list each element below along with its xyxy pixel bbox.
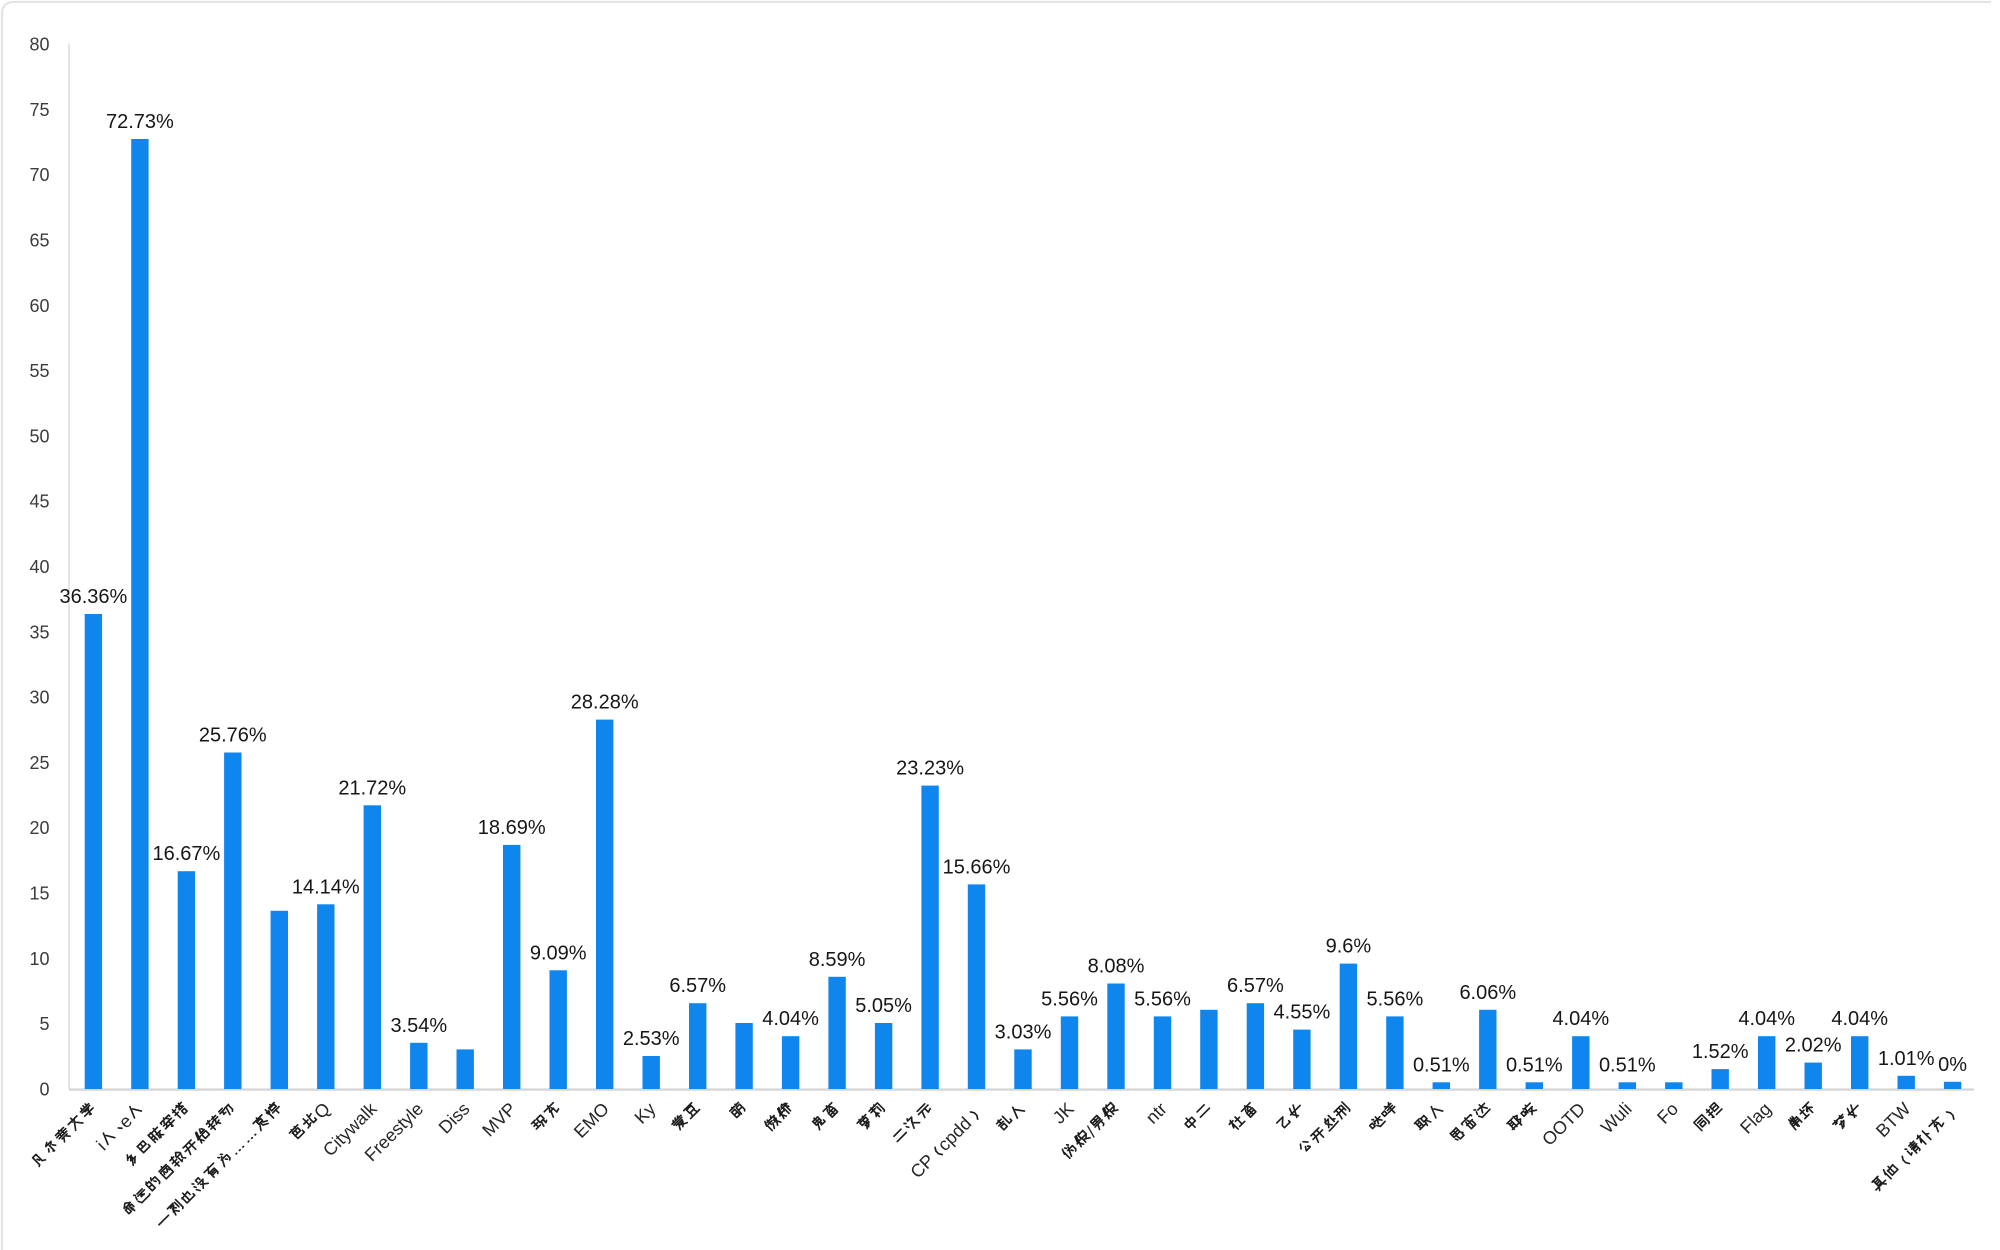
svg-text:4.04%: 4.04%	[762, 1008, 819, 1030]
svg-text:35: 35	[29, 622, 49, 642]
svg-text:4.04%: 4.04%	[1738, 1008, 1795, 1030]
svg-text:4.04%: 4.04%	[1552, 1008, 1609, 1030]
svg-text:60: 60	[29, 296, 49, 316]
svg-text:10: 10	[29, 949, 49, 969]
svg-text:4.04%: 4.04%	[1831, 1008, 1888, 1030]
svg-text:25.76%: 25.76%	[199, 725, 267, 747]
svg-text:55: 55	[29, 361, 49, 381]
svg-text:9.6%: 9.6%	[1326, 936, 1372, 958]
svg-text:50: 50	[29, 426, 49, 446]
svg-text:5.56%: 5.56%	[1134, 988, 1191, 1010]
svg-text:45: 45	[29, 492, 49, 512]
svg-text:15: 15	[29, 884, 49, 904]
svg-text:18.69%: 18.69%	[478, 817, 546, 839]
svg-text:75: 75	[29, 100, 49, 120]
svg-text:5.56%: 5.56%	[1367, 988, 1424, 1010]
svg-text:4.55%: 4.55%	[1274, 1002, 1331, 1024]
svg-text:28.28%: 28.28%	[571, 692, 639, 714]
svg-text:0.51%: 0.51%	[1599, 1054, 1656, 1076]
svg-text:2.02%: 2.02%	[1785, 1035, 1842, 1057]
svg-text:0: 0	[39, 1080, 49, 1100]
svg-text:25: 25	[29, 753, 49, 773]
svg-text:5.05%: 5.05%	[855, 995, 912, 1017]
svg-text:6.06%: 6.06%	[1459, 982, 1516, 1004]
svg-text:0.51%: 0.51%	[1506, 1054, 1563, 1076]
svg-text:5: 5	[39, 1014, 49, 1034]
svg-text:20: 20	[29, 818, 49, 838]
svg-text:65: 65	[29, 230, 49, 250]
svg-text:2.53%: 2.53%	[623, 1028, 680, 1050]
svg-text:21.72%: 21.72%	[338, 777, 406, 799]
svg-text:23.23%: 23.23%	[896, 758, 964, 780]
svg-text:0.51%: 0.51%	[1413, 1054, 1470, 1076]
svg-text:40: 40	[29, 557, 49, 577]
svg-text:14.14%: 14.14%	[292, 876, 360, 898]
svg-text:16.67%: 16.67%	[152, 843, 220, 865]
svg-text:6.57%: 6.57%	[1227, 975, 1284, 997]
svg-text:36.36%: 36.36%	[59, 586, 127, 608]
svg-text:0%: 0%	[1938, 1054, 1967, 1076]
svg-text:30: 30	[29, 688, 49, 708]
svg-text:1.52%: 1.52%	[1692, 1041, 1749, 1063]
svg-text:6.57%: 6.57%	[669, 975, 726, 997]
svg-text:3.54%: 3.54%	[390, 1015, 447, 1037]
svg-text:8.08%: 8.08%	[1088, 956, 1145, 978]
svg-text:15.66%: 15.66%	[943, 856, 1011, 878]
svg-text:80: 80	[29, 35, 49, 55]
svg-text:1.01%: 1.01%	[1878, 1048, 1935, 1070]
svg-text:5.56%: 5.56%	[1041, 988, 1098, 1010]
svg-text:9.09%: 9.09%	[530, 942, 587, 964]
svg-text:70: 70	[29, 165, 49, 185]
svg-text:3.03%: 3.03%	[995, 1021, 1052, 1043]
svg-text:72.73%: 72.73%	[106, 111, 174, 133]
svg-text:8.59%: 8.59%	[809, 949, 866, 971]
